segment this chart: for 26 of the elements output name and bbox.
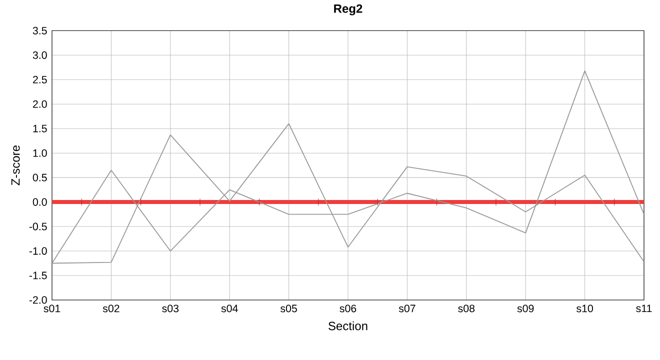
x-tick-label: s11 — [636, 304, 652, 312]
x-tick-label: s08 — [458, 304, 475, 312]
x-tick-label: s03 — [162, 304, 179, 312]
y-tick-label: 2.5 — [33, 76, 47, 84]
x-tick-label: s04 — [221, 304, 238, 312]
y-tick-label: 3.0 — [32, 51, 47, 59]
x-tick-label: s01 — [44, 304, 60, 312]
y-tick-label: 2.0 — [33, 100, 47, 108]
y-tick-label: -1.0 — [29, 247, 47, 255]
x-tick-label: s10 — [576, 304, 593, 312]
x-axis-title: Section — [328, 321, 368, 330]
y-tick-label: -2.0 — [29, 296, 47, 304]
y-tick-label: 1.0 — [33, 149, 47, 157]
y-axis-title: Z-score — [11, 146, 20, 186]
y-tick-label: 0.0 — [32, 198, 47, 206]
y-tick-label: -0.5 — [29, 222, 47, 230]
y-tick-label: -1.5 — [29, 272, 47, 280]
chart-title: Reg2 — [334, 4, 362, 16]
y-tick-label: 1.5 — [33, 124, 47, 132]
y-tick-label: 3.5 — [32, 26, 47, 34]
x-tick-label: s02 — [102, 304, 120, 312]
x-tick-label: s09 — [517, 304, 534, 312]
y-tick-label: 0.5 — [32, 174, 47, 182]
x-tick-label: s05 — [280, 304, 297, 312]
x-tick-label: s06 — [340, 304, 356, 312]
x-tick-label: s07 — [398, 304, 416, 312]
